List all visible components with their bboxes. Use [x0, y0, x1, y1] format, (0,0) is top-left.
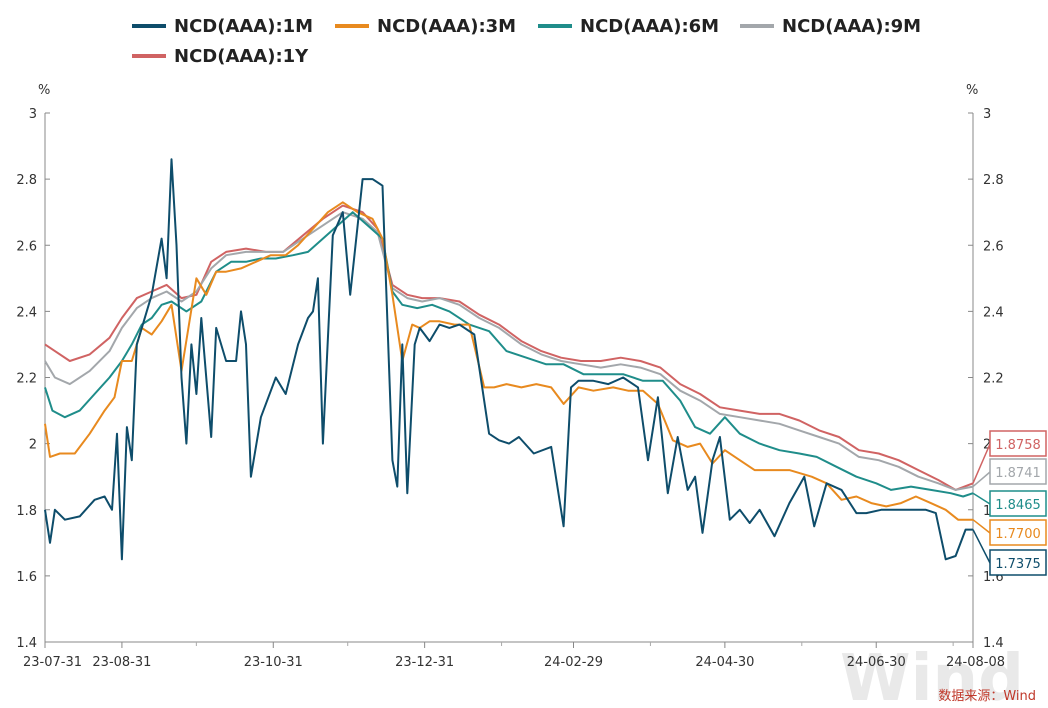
series-line: [44, 211, 974, 491]
end-label-leader: [972, 443, 991, 484]
end-labels: 1.8758 1.8741 1.8465 1.7700 1.7375: [972, 430, 1047, 576]
y-tick-label: 1.6: [16, 570, 37, 585]
y-tick-label: 2: [29, 438, 37, 453]
x-tick-label: 23-10-31: [244, 655, 303, 670]
legend-label: NCD(AAA):6M: [580, 16, 719, 37]
legend-label: NCD(AAA):9M: [782, 16, 921, 37]
y-tick-label: 2.8: [16, 173, 37, 188]
watermark-logo: Wind: [840, 642, 1024, 708]
end-label-leader: [972, 529, 991, 564]
x-tick-label: 24-04-30: [695, 655, 754, 670]
end-label-leader: [972, 519, 991, 534]
y-tick-label-right: 1.4: [983, 636, 1004, 651]
series-lines: [44, 158, 974, 561]
legend: NCD(AAA):1M NCD(AAA):3M NCD(AAA):6M NCD(AAA…: [132, 16, 921, 67]
y-tick-label: 3: [29, 107, 37, 122]
series-line: [44, 204, 974, 491]
right-axis-unit: %: [966, 83, 978, 98]
y-tick-label: 1.8: [16, 504, 37, 519]
legend-label: NCD(AAA):3M: [377, 16, 516, 37]
end-label-box: [989, 519, 1047, 546]
legend-label: NCD(AAA):1M: [174, 16, 313, 37]
end-label-value: 1.7700: [995, 527, 1041, 542]
y-tick-label-right: 2.8: [983, 173, 1004, 188]
x-tick-label: 23-12-31: [395, 655, 454, 670]
y-tick-label-right: 2.2: [983, 372, 1004, 387]
y-tick-label-right: 3: [983, 107, 991, 122]
y-tick-label: 2.2: [16, 372, 37, 387]
end-label-value: 1.7375: [995, 557, 1041, 572]
end-label-box: [989, 458, 1047, 485]
end-label-value: 1.8758: [995, 438, 1041, 453]
end-label-value: 1.8465: [995, 498, 1041, 513]
x-tick-label: 23-07-31: [23, 655, 82, 670]
y-tick-label-right: 2: [983, 438, 991, 453]
series-line: [44, 158, 973, 561]
x-tick-label: 24-08-08: [946, 655, 1005, 670]
x-tick-label: 24-06-30: [847, 655, 906, 670]
y-tick-label: 1.4: [16, 636, 37, 651]
y-tick-label: 2.4: [16, 305, 37, 320]
y-tick-label-right: 2.4: [983, 305, 1004, 320]
legend-label: NCD(AAA):1Y: [174, 46, 309, 67]
x-tick-label: 24-02-29: [544, 655, 603, 670]
end-label-leader: [972, 471, 991, 488]
axes: 1.41.41.61.61.81.8222.22.22.42.42.62.62.…: [16, 107, 1005, 670]
end-label-box: [989, 549, 1047, 576]
x-tick-label: 23-08-31: [92, 655, 151, 670]
source-label: 数据来源：Wind: [938, 689, 1036, 704]
left-axis-unit: %: [38, 83, 50, 98]
end-label-box: [989, 490, 1047, 517]
end-label-leader: [972, 492, 991, 505]
y-tick-label-right: 2.6: [983, 239, 1004, 254]
series-line: [44, 211, 974, 498]
end-label-value: 1.8741: [995, 466, 1041, 481]
y-tick-label: 2.6: [16, 239, 37, 254]
end-label-box: [989, 430, 1047, 457]
series-line: [44, 201, 973, 521]
